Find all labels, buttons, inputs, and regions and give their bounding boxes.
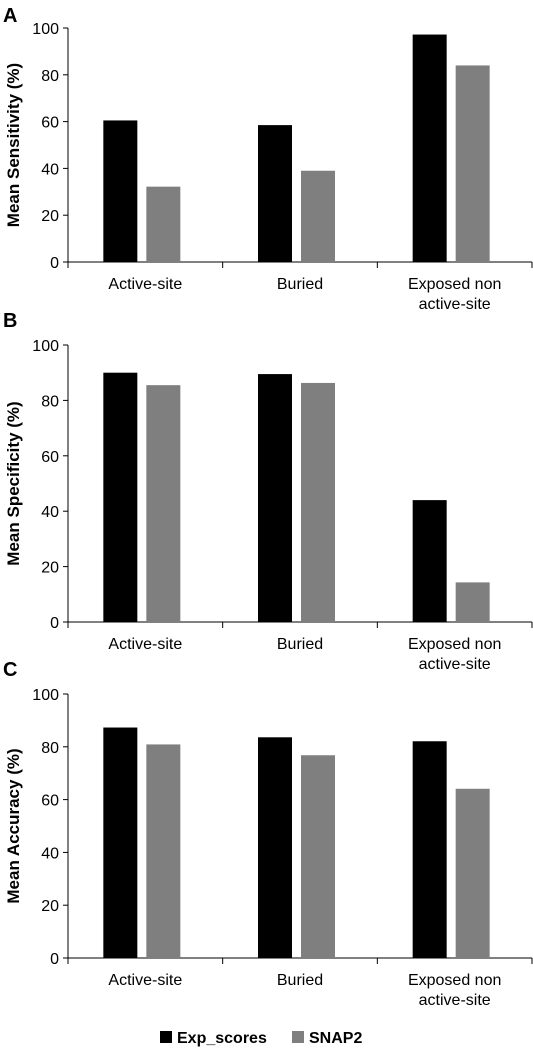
y-tick-label: 80: [41, 740, 59, 757]
x-category-label: active-site: [419, 296, 491, 313]
y-tick-label: 40: [41, 845, 59, 862]
y-axis-title: Mean Accuracy (%): [4, 748, 23, 903]
y-tick-label: 20: [41, 560, 59, 577]
legend: Exp_scores SNAP2: [160, 1030, 362, 1047]
x-category-label: active-site: [419, 992, 491, 1009]
y-tick-label: 80: [41, 68, 59, 85]
x-category-label: active-site: [419, 656, 491, 673]
x-category-label: Exposed non: [408, 276, 501, 293]
x-category-label: Active-site: [108, 972, 182, 989]
x-category-label: Exposed non: [408, 636, 501, 653]
bar-snap2: [455, 65, 490, 262]
x-category-label: Active-site: [108, 636, 182, 653]
bar-snap2: [301, 755, 335, 958]
y-axis-title: Mean Sensitivity (%): [4, 63, 23, 227]
y-tick-label: 0: [50, 951, 59, 968]
panel-letter: B: [3, 310, 17, 332]
y-tick-label: 0: [50, 255, 59, 272]
bar-exp-scores: [103, 727, 138, 958]
panel-letter: C: [3, 659, 17, 681]
y-tick-label: 20: [41, 898, 59, 915]
legend-label: Exp_scores: [177, 1030, 267, 1047]
bar-exp-scores: [103, 120, 138, 263]
x-category-label: Exposed non: [408, 972, 501, 989]
x-category-label: Buried: [277, 636, 323, 653]
y-tick-label: 60: [41, 793, 59, 810]
bar-exp-scores: [258, 374, 292, 622]
y-tick-label: 40: [41, 161, 59, 178]
legend-swatch: [160, 1031, 172, 1043]
y-axis-title: Mean Specificity (%): [4, 401, 23, 565]
y-tick-label: 100: [32, 687, 59, 704]
x-category-label: Active-site: [108, 276, 182, 293]
bar-exp-scores: [412, 741, 447, 958]
y-tick-label: 60: [41, 115, 59, 132]
y-tick-label: 100: [32, 338, 59, 355]
bar-exp-scores: [258, 737, 292, 958]
y-tick-label: 80: [41, 393, 59, 410]
panel-letter: A: [3, 5, 17, 27]
y-tick-label: 100: [32, 21, 59, 38]
panel-a: A Mean Sensitivity (%) 0 20 40 60 80 100 Active-…: [3, 5, 533, 313]
bar-snap2: [146, 744, 181, 958]
x-category-label: Buried: [277, 972, 323, 989]
bar-exp-scores: [258, 125, 292, 262]
bar-snap2: [301, 382, 335, 622]
bar-snap2: [455, 788, 490, 958]
y-tick-label: 60: [41, 449, 59, 466]
panel-b: B Mean Specificity (%) 0 20 40 60 80 100 Active-…: [3, 310, 533, 673]
panel-c: C Mean Accuracy (%) 0 20 40 60 80 100 Active-sit…: [3, 659, 533, 1009]
bar-exp-scores: [412, 34, 447, 262]
bar-snap2: [301, 170, 335, 262]
legend-label: SNAP2: [309, 1030, 362, 1047]
y-tick-label: 20: [41, 208, 59, 225]
bar-snap2: [455, 582, 490, 622]
x-category-label: Buried: [277, 276, 323, 293]
y-tick-label: 40: [41, 504, 59, 521]
bar-snap2: [146, 186, 181, 262]
y-tick-label: 0: [50, 615, 59, 632]
bar-exp-scores: [412, 500, 447, 622]
bar-exp-scores: [103, 372, 138, 622]
bar-snap2: [146, 385, 181, 622]
legend-swatch: [292, 1031, 304, 1043]
